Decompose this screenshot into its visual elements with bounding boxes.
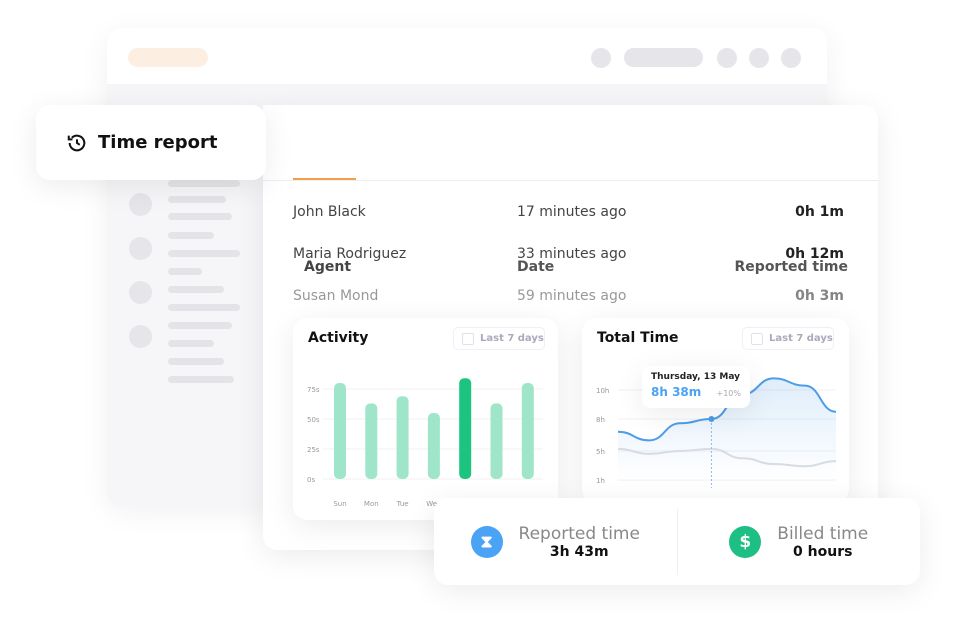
activity-bar-chart: 0s25s50s75sSunMonTueWedThuFriSat (307, 378, 543, 508)
time-report-header: Time report (36, 105, 266, 180)
reported-time-summary: ⧗ Reported time 3h 43m (434, 524, 677, 560)
column-date[interactable]: Date (517, 259, 555, 275)
bar-wed[interactable] (427, 413, 440, 479)
bar-tue[interactable] (396, 396, 409, 479)
reported-time-label: Reported time (518, 523, 640, 544)
row-date: 33 minutes ago (517, 246, 627, 262)
column-reported-time[interactable]: Reported time (734, 259, 848, 275)
calendar-icon (462, 332, 474, 345)
hourglass-icon: ⧗ (470, 525, 503, 558)
bar-sun[interactable] (334, 383, 346, 479)
y-tick-label: 1h (596, 477, 605, 485)
total-time-range-select[interactable]: Last 7 days (742, 327, 834, 350)
calendar-icon (751, 332, 763, 345)
bar-mon[interactable] (365, 403, 378, 479)
chart-tooltip: Thursday, 13 May 8h 38m +10% (642, 366, 750, 408)
reported-time-value: 3h 43m (549, 543, 609, 560)
row-reported-time: 0h 12m (785, 246, 844, 262)
y-tick-label: 50s (307, 416, 320, 424)
x-tick-label: Mon (364, 500, 379, 508)
billed-time-value: 0 hours (793, 543, 853, 560)
billed-time-summary: $ Billed time 0 hours (678, 524, 921, 560)
total-time-title: Total Time (597, 330, 679, 346)
row-reported-time: 0h 3m (795, 288, 844, 304)
row-date: 59 minutes ago (517, 288, 627, 304)
tab-agent[interactable]: Agent (304, 259, 352, 275)
x-tick-label: Wed (426, 500, 441, 508)
x-tick-label: Sun (333, 500, 346, 508)
row-date: 17 minutes ago (517, 204, 627, 220)
active-tab-indicator (293, 178, 356, 181)
total-time-card: Total Time Last 7 days 1h 5h 8h 10h Thursda… (582, 318, 849, 503)
y-tick-label: 10h (596, 387, 609, 395)
agent-name: Susan Mond (293, 288, 379, 304)
total-time-line-chart: 1h 5h 8h 10h (596, 377, 837, 488)
tooltip-date: Thursday, 13 May (651, 372, 740, 382)
dollar-icon: $ (729, 525, 762, 558)
tooltip-change: +10% (716, 389, 741, 398)
y-tick-label: 25s (307, 446, 320, 454)
divider (263, 180, 878, 181)
row-reported-time: 0h 1m (795, 204, 844, 220)
hover-point[interactable] (708, 416, 715, 422)
series-line-secondary (617, 447, 837, 468)
billed-time-label: Billed time (777, 523, 869, 544)
y-tick-label: 0s (307, 476, 315, 484)
bar-thu[interactable] (459, 378, 472, 479)
y-tick-label: 8h (596, 416, 605, 424)
divider (676, 508, 678, 575)
y-tick-label: 5h (596, 448, 605, 456)
history-icon (67, 134, 86, 151)
background-window-header (107, 28, 827, 84)
activity-title: Activity (308, 330, 369, 346)
summary-card: ⧗ Reported time 3h 43m $ Billed time 0 hou… (434, 498, 920, 585)
tooltip-value: 8h 38m (651, 385, 702, 399)
area-fill (618, 378, 836, 480)
page-title: Time report (98, 132, 218, 153)
activity-card: Activity Last 7 days 0s 25s 50s 75s Sun Mon Tu… (293, 318, 558, 520)
agent-name: John Black (293, 204, 366, 220)
bar-sat[interactable] (521, 383, 534, 479)
agent-name: Maria Rodriguez (293, 246, 407, 262)
x-tick-label: Tue (396, 500, 409, 508)
bar-fri[interactable] (490, 403, 503, 479)
y-tick-label: 75s (307, 386, 320, 394)
activity-range-select[interactable]: Last 7 days (453, 327, 545, 350)
